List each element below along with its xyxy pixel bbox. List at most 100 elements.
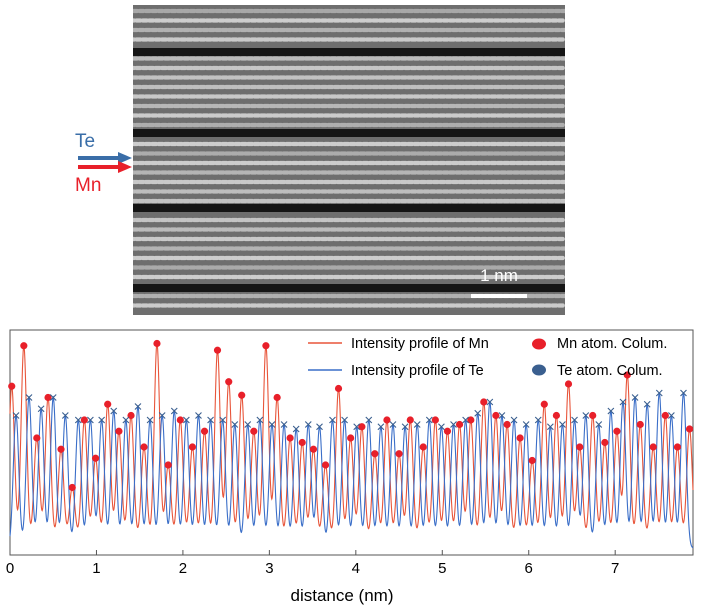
te-marker-stroke (219, 416, 227, 424)
te-marker-stroke (559, 421, 566, 428)
te-marker-stroke (631, 394, 639, 401)
te-atom-column-marker (146, 416, 154, 424)
layer-gap (133, 204, 565, 212)
mn-atom-column-marker (552, 411, 561, 420)
intensity-profile-chart: 0 1 2 3 4 5 6 7 distance (nm) Intensity profile… (6, 329, 694, 605)
x-tick-label: 6 (525, 560, 533, 577)
te-marker-stroke (571, 416, 578, 424)
te-marker-stroke (170, 407, 178, 415)
legend-te-line-label: Intensity profile of Te (351, 363, 484, 379)
x-axis-ticks: 0 1 2 3 4 5 6 7 (6, 550, 619, 577)
mn-atom-column-marker (685, 425, 694, 433)
te-marker-stroke (244, 421, 252, 428)
mn-atom-column-marker (164, 461, 172, 469)
mn-atom-column-marker (576, 443, 584, 451)
te-marker-stroke (534, 416, 542, 424)
te-atom-column-marker (244, 421, 252, 428)
te-atom-column-marker (377, 423, 385, 431)
mn-atom-column-marker (347, 434, 355, 442)
te-atom-column-marker (329, 416, 336, 424)
te-atom-column-marker (595, 421, 603, 428)
mn-atom-column-marker (321, 461, 330, 469)
te-marker-stroke (316, 423, 323, 431)
mn-arrow-icon (118, 161, 132, 173)
te-marker-stroke (182, 416, 190, 424)
te-marker-stroke (12, 412, 20, 419)
mn-atom-column-marker (80, 416, 88, 424)
te-marker-stroke (401, 423, 409, 431)
te-atom-column-marker (546, 423, 554, 431)
te-atom-column-marker (425, 416, 433, 424)
te-marker-stroke (680, 389, 687, 397)
te-marker-stroke (231, 421, 239, 428)
mn-atom-column-marker (589, 411, 597, 420)
te-marker-stroke (462, 416, 470, 424)
x-tick-label: 2 (179, 560, 187, 577)
te-row-label: Te (75, 131, 95, 152)
mn-atom-column-marker (68, 483, 76, 492)
legend-te-marker-swatch (532, 364, 546, 376)
te-atom-column-marker (582, 412, 590, 419)
scale-bar-label: 1 nm (480, 266, 518, 285)
te-atom-column-marker (474, 409, 482, 417)
mn-atom-column-marker (395, 450, 403, 458)
te-atom-column-marker (353, 423, 361, 431)
mn-atom-column-marker (358, 423, 366, 431)
mn-atom-column-marker (200, 427, 209, 435)
te-atom-column-marker (571, 416, 578, 424)
te-marker-stroke (329, 416, 336, 424)
mn-atom-column-marker (250, 427, 258, 435)
te-atom-column-marker (631, 394, 639, 401)
te-marker-stroke (353, 423, 361, 431)
mn-atom-column-marker (406, 416, 414, 424)
mn-atom-column-marker (661, 411, 669, 420)
te-atom-column-marker (49, 394, 57, 401)
te-atom-column-marker (292, 425, 300, 433)
stem-micrograph: 1 nm (133, 5, 565, 315)
mn-atom-column-marker (91, 454, 100, 462)
te-atom-column-marker (37, 405, 45, 413)
x-tick-label: 5 (438, 560, 446, 577)
te-atom-column-marker (74, 416, 82, 424)
te-atom-column-marker (219, 416, 227, 424)
mn-atom-column-marker (8, 382, 16, 390)
te-atom-column-marker (401, 423, 409, 431)
mn-atom-column-marker (431, 416, 439, 424)
te-atom-column-marker (559, 421, 566, 428)
mn-atom-column-marker (419, 443, 427, 451)
te-atom-column-marker (134, 403, 142, 410)
mn-atom-column-marker (528, 456, 536, 465)
x-tick-label: 3 (265, 560, 273, 577)
te-marker-stroke (450, 421, 457, 428)
te-atom-column-marker (680, 389, 687, 397)
mn-atom-column-marker (176, 416, 184, 424)
te-marker-stroke (98, 416, 106, 424)
mn-atom-column-marker (140, 443, 148, 451)
te-marker-stroke (292, 425, 300, 433)
te-atom-column-marker (341, 416, 348, 424)
te-marker-stroke (486, 398, 494, 406)
mn-atom-column-marker (127, 411, 135, 420)
te-marker-stroke (49, 394, 57, 401)
mn-row-label: Mn (75, 175, 101, 195)
te-marker-stroke (304, 421, 312, 428)
mn-atom-column-marker (104, 400, 112, 408)
te-marker-stroke (595, 421, 603, 428)
te-atom-column-marker (486, 398, 494, 406)
te-atom-column-marker (268, 421, 276, 428)
te-atom-column-marker (12, 412, 20, 419)
te-marker-stroke (643, 400, 651, 408)
mn-atom-column-marker (516, 434, 524, 442)
te-marker-stroke (365, 416, 373, 424)
te-marker-stroke (425, 416, 433, 424)
te-atom-column-marker (619, 398, 627, 406)
te-atom-column-marker (304, 421, 312, 428)
te-arrow-icon (118, 152, 132, 164)
mn-atom-column-marker (564, 380, 573, 388)
row-indicator-arrows: Te Mn (75, 131, 132, 195)
te-atom-column-marker (413, 421, 421, 428)
mn-atom-column-marker (623, 371, 631, 379)
layer-gap (133, 129, 565, 137)
legend-mn-marker-swatch (532, 338, 546, 350)
mn-atom-column-marker (467, 416, 475, 424)
